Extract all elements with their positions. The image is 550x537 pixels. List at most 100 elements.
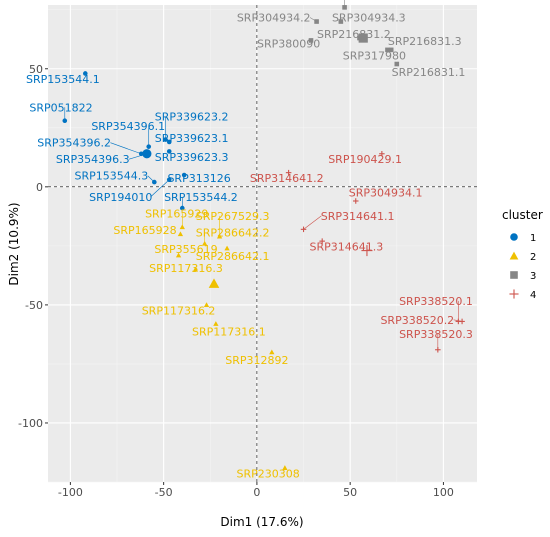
legend-label: 1 [530, 233, 536, 244]
legend-title: cluster [502, 208, 543, 222]
label-leader-line [110, 142, 142, 155]
legend: cluster 1 2 3 4 [502, 208, 543, 301]
point-label: SRP165929 [145, 208, 208, 221]
point-label: SRP339623.1 [155, 132, 229, 145]
label-leader-lines [64, 0, 463, 350]
point-label: SRP314641.1 [321, 210, 395, 223]
point-label: SRP117316.1 [192, 326, 266, 339]
point-label: SRP286642.1 [196, 250, 270, 263]
data-point [394, 61, 400, 67]
legend-key-3 [510, 271, 518, 279]
label-leader-line [150, 179, 170, 198]
x-tick-label: 0 [253, 486, 260, 499]
legend-label: 4 [530, 290, 536, 301]
y-tick-label: -50 [25, 299, 43, 312]
y-axis-title: Dim2 (10.9%) [7, 202, 21, 285]
point-label: SRP354396.2 [37, 137, 111, 150]
data-point [342, 5, 347, 10]
x-tick-label: 100 [433, 486, 454, 499]
point-label: SRP313126 [167, 172, 230, 185]
point-label: SRP153544.1 [26, 73, 100, 86]
cluster-centroid [361, 245, 373, 257]
point-label: SRP230308 [236, 467, 299, 480]
data-point [163, 137, 168, 142]
label-leader-line [303, 215, 322, 230]
data-point [216, 233, 223, 239]
cluster-centroid [208, 278, 220, 288]
legend-label: 3 [530, 271, 536, 282]
data-point [179, 205, 185, 211]
cluster-centroid [358, 33, 368, 43]
data-point [459, 318, 465, 325]
data-point [379, 151, 385, 157]
data-points [62, 5, 465, 470]
point-label: SRP339623.3 [155, 151, 229, 164]
point-label: SRP304934.3 [332, 12, 406, 25]
point-label: SRP267529.3 [196, 210, 270, 223]
point-label: SRP354396.1 [91, 120, 165, 133]
plot-panel [48, 5, 477, 482]
data-point [435, 347, 441, 353]
y-tick-label: -100 [18, 417, 43, 430]
point-label: SRP216831.3 [388, 35, 462, 48]
data-point [224, 245, 230, 251]
legend-key-2 [509, 251, 519, 260]
data-point [166, 177, 172, 183]
cluster-centroid [142, 149, 152, 159]
y-tick-label: 50 [29, 63, 43, 76]
point-label: SRP194010 [89, 191, 152, 204]
point-label: SRP165928 [113, 224, 176, 237]
point-label: SRP190429.2 [315, 0, 389, 1]
data-point [203, 302, 210, 308]
grid [48, 5, 477, 483]
data-point [269, 349, 275, 355]
axes: -100 -50 0 50 100 50 0 -50 -100 [18, 63, 454, 499]
y-tick-label: 0 [36, 181, 43, 194]
point-label: SRP338520.1 [399, 295, 473, 308]
data-point [62, 118, 68, 124]
point-label: SRP380090 [257, 38, 320, 51]
data-point [166, 139, 172, 145]
point-label: SRP051822 [29, 101, 92, 114]
data-point [314, 19, 319, 24]
point-label: SRP216831.2 [317, 28, 391, 41]
zero-reference-lines [48, 5, 477, 482]
point-label: SRP190429.1 [328, 153, 402, 166]
data-point [388, 47, 394, 53]
point-label: SRP117316.2 [142, 304, 216, 317]
data-point [192, 266, 198, 272]
point-label: SRP216831.1 [392, 66, 466, 79]
data-point [202, 240, 208, 246]
data-point [353, 198, 359, 204]
data-point [83, 71, 88, 76]
point-label: SRP153544.3 [75, 170, 149, 183]
legend-key-1 [510, 233, 518, 241]
data-point [385, 47, 390, 53]
point-label: SRP338520.2 [380, 314, 454, 327]
point-label: SRP314641.3 [310, 241, 384, 254]
data-point [166, 149, 172, 154]
legend-key-4 [509, 289, 519, 299]
data-point [308, 38, 314, 43]
data-point [177, 231, 184, 237]
data-point [181, 172, 187, 178]
x-tick-label: -100 [58, 486, 83, 499]
point-label: SRP153544.2 [164, 191, 238, 204]
point-label: SRP117316.3 [149, 262, 223, 275]
point-label: SRP312892 [225, 354, 288, 367]
point-label: SRP314641.2 [250, 172, 324, 185]
point-label: SRP304934.1 [349, 186, 423, 199]
data-point [213, 321, 219, 326]
data-point [175, 252, 182, 258]
point-labels: SRP153544.1SRP051822SRP339623.2SRP354396… [26, 0, 473, 480]
x-tick-label: 50 [343, 486, 357, 499]
point-label: SRP317980 [343, 49, 406, 62]
point-label: SRP338520.3 [399, 328, 473, 341]
data-point [152, 179, 157, 185]
data-point [285, 169, 292, 176]
point-label: SRP355619 [154, 243, 217, 256]
point-label: SRP304934.2 [237, 12, 311, 25]
x-tick-label: -50 [155, 486, 173, 499]
data-point [338, 19, 344, 24]
